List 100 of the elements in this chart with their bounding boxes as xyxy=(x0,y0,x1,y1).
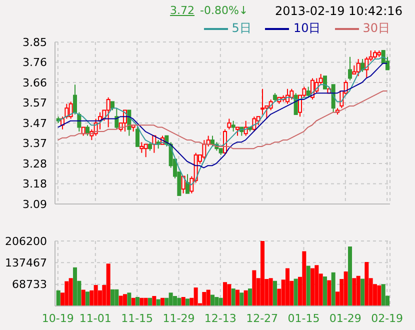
bar xyxy=(294,278,298,306)
bar xyxy=(344,271,348,306)
bar xyxy=(81,290,86,306)
bar xyxy=(231,288,236,306)
bar xyxy=(210,294,214,306)
y-tick-label: 3.57 xyxy=(22,96,47,110)
candlestick xyxy=(68,101,73,120)
candlestick xyxy=(252,116,256,132)
bar xyxy=(173,296,177,306)
bar xyxy=(381,284,386,306)
y-tick-label: 3.18 xyxy=(22,178,47,191)
bar xyxy=(314,265,319,306)
bar xyxy=(186,298,190,306)
bar xyxy=(206,290,210,306)
candlestick xyxy=(331,84,336,113)
bar xyxy=(56,290,60,306)
bar xyxy=(86,292,90,306)
x-tick-label: 01-15 xyxy=(288,312,320,325)
bar xyxy=(218,298,223,306)
text: 3.72 xyxy=(170,4,194,17)
bar xyxy=(127,292,132,306)
bar xyxy=(227,284,232,306)
y-tick-label: 3.85 xyxy=(22,36,47,49)
bar xyxy=(64,281,69,306)
candlestick xyxy=(290,88,294,100)
candlestick xyxy=(306,86,310,98)
bar xyxy=(73,267,77,306)
candlestick xyxy=(186,174,190,194)
bar xyxy=(377,285,382,306)
bar xyxy=(168,292,173,306)
bar xyxy=(327,280,332,306)
bar xyxy=(177,298,182,306)
candlestick xyxy=(231,120,236,132)
x-tick-label: 01-29 xyxy=(329,312,362,325)
candlestick xyxy=(227,118,232,130)
bar xyxy=(240,292,244,306)
y-tick-label: 3.37 xyxy=(22,137,47,150)
y-tick-label: 68733 xyxy=(12,278,47,292)
bar xyxy=(244,290,248,306)
legend-label: 10日 xyxy=(293,20,321,37)
bar xyxy=(144,298,148,306)
bar xyxy=(364,262,369,306)
text: -0.80%↓ xyxy=(200,4,248,17)
bar xyxy=(140,298,144,306)
bar xyxy=(302,251,306,306)
bar xyxy=(310,268,314,306)
candlestick xyxy=(202,140,206,160)
candlestick xyxy=(364,56,369,79)
bar xyxy=(94,285,98,306)
bar xyxy=(286,268,290,306)
bar xyxy=(106,264,110,306)
bar xyxy=(248,288,252,306)
x-tick-label: 11-15 xyxy=(121,312,154,325)
legend-label: 5日 xyxy=(232,20,252,37)
bar xyxy=(194,288,198,306)
y-tick-label: 3.09 xyxy=(22,198,47,211)
y-tick-label: 3.47 xyxy=(22,116,47,130)
candlestick xyxy=(144,144,148,158)
bar xyxy=(236,290,240,306)
candlestick xyxy=(210,135,214,147)
candlestick xyxy=(348,56,352,81)
bar xyxy=(306,266,310,306)
bar xyxy=(156,299,160,306)
x-tick-label: 11-01 xyxy=(79,312,112,325)
text: 2013-02-19 10:42:16 xyxy=(275,4,402,18)
bar xyxy=(181,296,186,306)
bar xyxy=(360,278,364,306)
bar xyxy=(118,296,123,306)
bar xyxy=(348,246,352,306)
bar xyxy=(356,276,360,306)
bar xyxy=(114,289,119,306)
candlestick xyxy=(140,142,144,154)
bar xyxy=(352,278,356,306)
bar xyxy=(131,298,136,306)
bar xyxy=(148,298,152,306)
bar xyxy=(268,278,273,306)
y-tick-label: 3.66 xyxy=(22,76,47,90)
y-tick-label: 3.76 xyxy=(22,56,47,70)
bar xyxy=(214,296,219,306)
bar xyxy=(152,296,156,306)
y-tick-label: 206200 xyxy=(5,234,47,248)
bar xyxy=(331,272,336,306)
bar xyxy=(110,289,114,306)
x-tick-label: 10-19 xyxy=(42,312,74,325)
bar xyxy=(323,276,327,306)
x-tick-label: 12-13 xyxy=(204,312,236,325)
candlestick xyxy=(260,88,264,115)
candlestick xyxy=(356,58,360,77)
x-tick-label: 02-19 xyxy=(371,312,404,325)
candlestick xyxy=(206,135,210,147)
bar xyxy=(202,292,206,306)
bar xyxy=(136,296,140,306)
candlestick xyxy=(114,108,119,130)
bar xyxy=(252,270,256,306)
y-tick-label: 137467 xyxy=(5,256,47,270)
candlestick xyxy=(181,176,186,194)
bar xyxy=(68,278,73,306)
bar xyxy=(123,294,127,306)
candlestick xyxy=(106,96,110,128)
x-tick-label: 11-29 xyxy=(162,312,195,325)
